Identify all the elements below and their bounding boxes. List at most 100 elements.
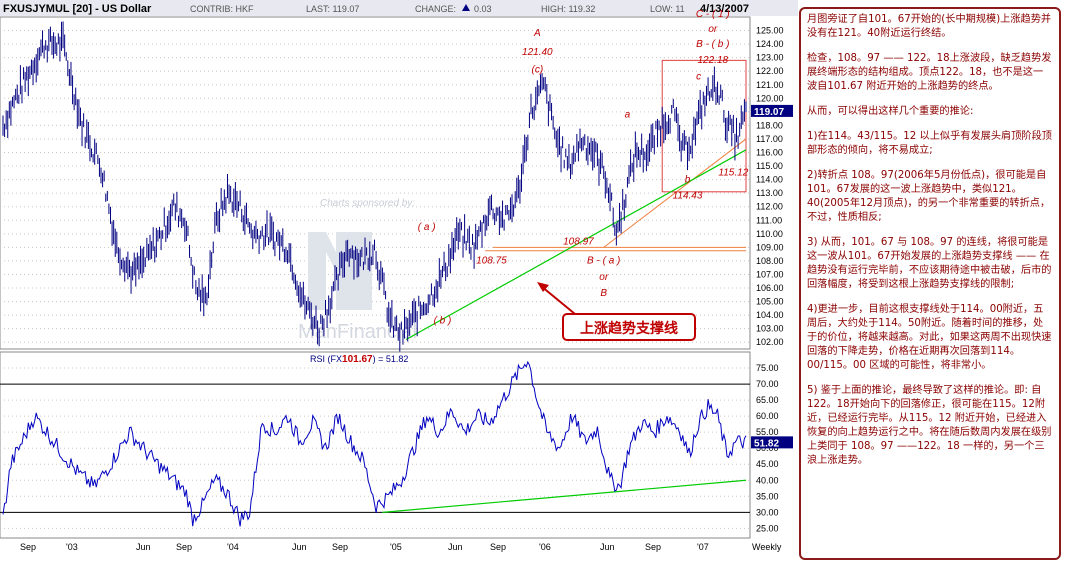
price-tick-label: 121.00	[756, 80, 784, 90]
wave-label: 114.43	[673, 191, 703, 202]
price-tick-label: 122.00	[756, 66, 784, 76]
x-tick-label: '04	[227, 542, 239, 552]
rsi-tick-label: 30.00	[756, 507, 779, 517]
price-chart: FXUSJYMUL [20] - US Dollar CONTRIB: HKF …	[0, 0, 798, 552]
price-tick-label: 125.00	[756, 26, 784, 36]
rsi-y-axis: 25.0030.0035.0040.0045.0050.0055.0060.00…	[751, 363, 793, 533]
rsi-tick-label: 75.00	[756, 363, 779, 373]
price-tick-label: 120.00	[756, 93, 784, 103]
price-tick-label: 102.00	[756, 337, 784, 347]
wave-label: 108.97	[563, 237, 594, 248]
rsi-tick-label: 55.00	[756, 427, 779, 437]
support-callout: 上涨趋势支撑线	[537, 282, 696, 341]
sponsor-caption: Charts sponsored by:	[320, 198, 415, 209]
date-label: 4/13/2007	[700, 3, 749, 15]
x-tick-label: Jun	[136, 542, 151, 552]
price-tick-label: 103.00	[756, 324, 784, 334]
rsi-panel	[0, 351, 751, 539]
wave-label: or	[599, 272, 609, 283]
price-tick-label: 104.00	[756, 310, 784, 320]
wave-label: B	[600, 288, 607, 299]
wave-label: B - ( a )	[587, 256, 620, 267]
x-tick-label: Sep	[645, 542, 661, 552]
rsi-tick-label: 35.00	[756, 491, 779, 501]
x-tick-label: Jun	[600, 542, 615, 552]
price-overlays	[405, 59, 747, 341]
price-tick-label: 106.00	[756, 283, 784, 293]
rsi-series-line	[2, 360, 747, 527]
x-tick-label: '06	[539, 542, 551, 552]
wave-label: A	[533, 28, 541, 39]
support-trendline	[405, 149, 747, 341]
x-tick-label: Jun	[292, 542, 307, 552]
price-tick-label: 105.00	[756, 297, 784, 307]
wave-label: 115.12	[718, 168, 748, 179]
high-label: HIGH: 119.32	[541, 4, 595, 14]
x-axis: Sep '03 Jun Sep '04 Jun Sep '05 Jun Sep '06 Jun Sep '…	[20, 542, 782, 552]
change-label: CHANGE:	[415, 4, 456, 14]
x-tick-label: Sep	[332, 542, 348, 552]
last-price-tag	[751, 104, 793, 117]
x-axis-label: Weekly	[752, 542, 782, 552]
rsi-title: RSI (FX101.67) = 51.82	[310, 354, 408, 365]
price-bars	[2, 21, 747, 352]
x-tick-label: '03	[66, 542, 78, 552]
commentary-para: 月图旁证了自101。67开始的(长中期规模)上涨趋势并没有在121。40附近运行…	[807, 14, 1052, 39]
low-label: LOW: 11	[650, 4, 685, 14]
wave-label: 108.75	[476, 256, 507, 267]
wave-label: or	[708, 24, 718, 35]
commentary-para: 3) 从而，101。67 与 108。97 的连线，将很可能是这一波从101。6…	[807, 237, 1052, 290]
price-tick-label: 115.00	[756, 161, 783, 171]
wave-label: ( b )	[434, 315, 452, 326]
chart-header: FXUSJYMUL [20] - US Dollar CONTRIB: HKF …	[0, 0, 798, 16]
x-tick-label: Jun	[448, 542, 463, 552]
price-tick-label: 111.00	[756, 215, 782, 225]
wave-label: ( a )	[418, 222, 436, 233]
wave-label: a	[625, 109, 631, 120]
change-value: 0.03	[474, 4, 492, 14]
x-tick-label: Sep	[176, 542, 192, 552]
rsi-tick-label: 40.00	[756, 475, 779, 485]
commentary-para: 1)在114。43/115。12 以上似乎有发展头肩顶阶段顶部形态的倾向，将不易…	[807, 131, 1052, 156]
price-grid	[0, 30, 750, 343]
wave-label: C - ( 1 )	[696, 9, 730, 20]
wave-label: b	[685, 174, 691, 185]
price-tick-label: 118.00	[756, 120, 783, 130]
commentary-para: 2)转折点 108。97(2006年5月份低点)，很可能是自101。67发展的这…	[807, 170, 1051, 223]
callout-arrowhead-icon	[537, 282, 549, 292]
wave-label: 121.40	[522, 47, 553, 58]
price-tick-label: 108.00	[756, 256, 784, 266]
x-tick-label: Sep	[490, 542, 506, 552]
orange-trendline	[603, 138, 747, 248]
price-panel	[0, 16, 751, 350]
last-price-label: 119.07	[754, 107, 784, 118]
wave-label: 122.18	[698, 55, 729, 66]
rsi-line	[2, 360, 747, 527]
rsi-tick-label: 25.00	[756, 523, 779, 533]
commentary-para: 4)更进一步，目前这根支撑线处于114。00附近，五周后，大约处于114。50附…	[807, 304, 1052, 371]
last-rsi-label: 51.82	[754, 438, 779, 449]
symbol-title: FXUSJYMUL [20] - US Dollar	[3, 3, 152, 15]
contrib-label: CONTRIB: HKF	[190, 4, 254, 14]
rsi-tick-label: 45.00	[756, 459, 779, 469]
commentary-panel: 月图旁证了自101。67开始的(长中期规模)上涨趋势并没有在121。40附近运行…	[799, 7, 1061, 560]
price-tick-label: 113.00	[756, 188, 783, 198]
rsi-tick-label: 65.00	[756, 395, 779, 405]
price-tick-label: 124.00	[756, 39, 784, 49]
wave-label: B - ( b )	[696, 39, 729, 50]
commentary-para: 从而，可以得出这样几个重要的推论:	[807, 106, 974, 117]
price-tick-label: 110.00	[756, 229, 783, 239]
price-tick-label: 123.00	[756, 53, 784, 63]
commentary-para: 5) 鉴于上面的推论，最终导致了这样的推论。即: 自122。18开始向下的回落修…	[807, 385, 1052, 466]
callout-text: 上涨趋势支撑线	[580, 320, 678, 336]
x-tick-label: '07	[697, 542, 709, 552]
rsi-tick-label: 60.00	[756, 411, 779, 421]
price-tick-label: 116.00	[756, 148, 783, 158]
price-tick-label: 114.00	[756, 175, 783, 185]
price-tick-label: 112.00	[756, 202, 783, 212]
last-rsi-tag	[751, 436, 793, 449]
x-tick-label: '05	[390, 542, 402, 552]
sponsor-name: ManFinancial	[298, 321, 417, 343]
wave-label: c	[696, 71, 701, 82]
last-label: LAST: 119.07	[306, 4, 359, 14]
